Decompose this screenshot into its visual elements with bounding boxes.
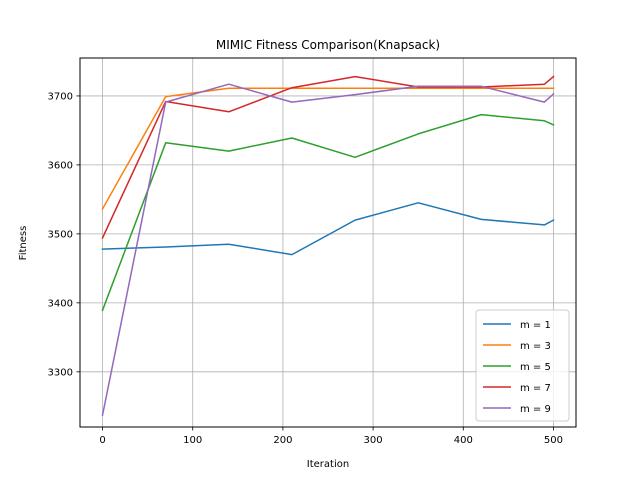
x-tick-label: 400 (454, 435, 473, 446)
y-tick-label: 3400 (48, 298, 73, 309)
legend-label: m = 3 (520, 341, 551, 352)
chart-title: MIMIC Fitness Comparison(Knapsack) (216, 38, 440, 52)
y-tick-label: 3300 (48, 367, 73, 378)
legend: m = 1 m = 3 m = 5 m = 7 m = 9 (476, 310, 569, 421)
x-tick-label: 0 (99, 435, 105, 446)
y-tick-label: 3500 (48, 229, 73, 240)
legend-label: m = 1 (520, 320, 551, 331)
x-tick-label: 200 (273, 435, 292, 446)
y-axis-label: Fitness (18, 226, 29, 261)
legend-label: m = 9 (520, 404, 551, 415)
y-tick-label: 3700 (48, 91, 73, 102)
y-tick-label: 3600 (48, 160, 73, 171)
x-tick-label: 300 (364, 435, 383, 446)
legend-label: m = 5 (520, 362, 551, 373)
legend-label: m = 7 (520, 383, 551, 394)
x-tick-label: 100 (183, 435, 202, 446)
x-tick-label: 500 (544, 435, 563, 446)
x-axis-label: Iteration (307, 459, 349, 470)
